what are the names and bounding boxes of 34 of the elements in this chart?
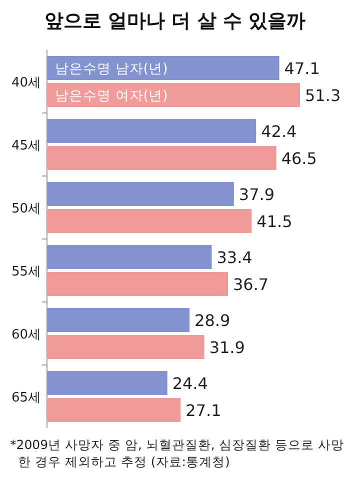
chart-title: 앞으로 얼마나 더 살 수 있을까 <box>44 10 306 32</box>
bar <box>47 146 276 170</box>
y-tick-label: 65세 <box>11 390 41 406</box>
series-label: 남은수명 남자(년) <box>55 61 168 77</box>
y-tick-label: 45세 <box>11 138 41 154</box>
data-label: 42.4 <box>261 122 297 141</box>
bar <box>47 308 190 332</box>
y-tick-label: 60세 <box>11 328 41 342</box>
bar <box>47 398 181 422</box>
data-label: 41.5 <box>256 212 292 231</box>
data-label: 27.1 <box>186 401 222 420</box>
data-label: 47.1 <box>284 59 320 78</box>
bar <box>47 209 252 233</box>
data-label: 46.5 <box>281 149 317 168</box>
data-label: 37.9 <box>238 185 275 204</box>
data-label: 31.9 <box>209 338 245 357</box>
bar <box>47 272 228 296</box>
bar <box>47 119 256 143</box>
bar <box>47 56 280 80</box>
bar <box>47 245 212 269</box>
bar <box>47 335 204 359</box>
data-label: 51.3 <box>305 86 341 105</box>
series-label: 남은수명 여자(년) <box>55 88 168 104</box>
data-label: 33.4 <box>216 248 252 267</box>
data-label: 24.4 <box>172 374 208 393</box>
bar <box>47 371 168 395</box>
bar <box>47 182 234 206</box>
y-tick-label: 50세 <box>11 202 41 216</box>
data-label: 28.9 <box>194 311 230 330</box>
bar <box>47 83 300 107</box>
y-tick-label: 55세 <box>11 264 41 280</box>
data-label: 36.7 <box>232 275 269 294</box>
text: *2009년 사망자 중 암, 뇌혈관질환, 심장질환 등으로 사망한 경우 제외하고 추정 (자료:통계청) <box>10 436 345 470</box>
y-tick-label: 40세 <box>11 76 41 90</box>
